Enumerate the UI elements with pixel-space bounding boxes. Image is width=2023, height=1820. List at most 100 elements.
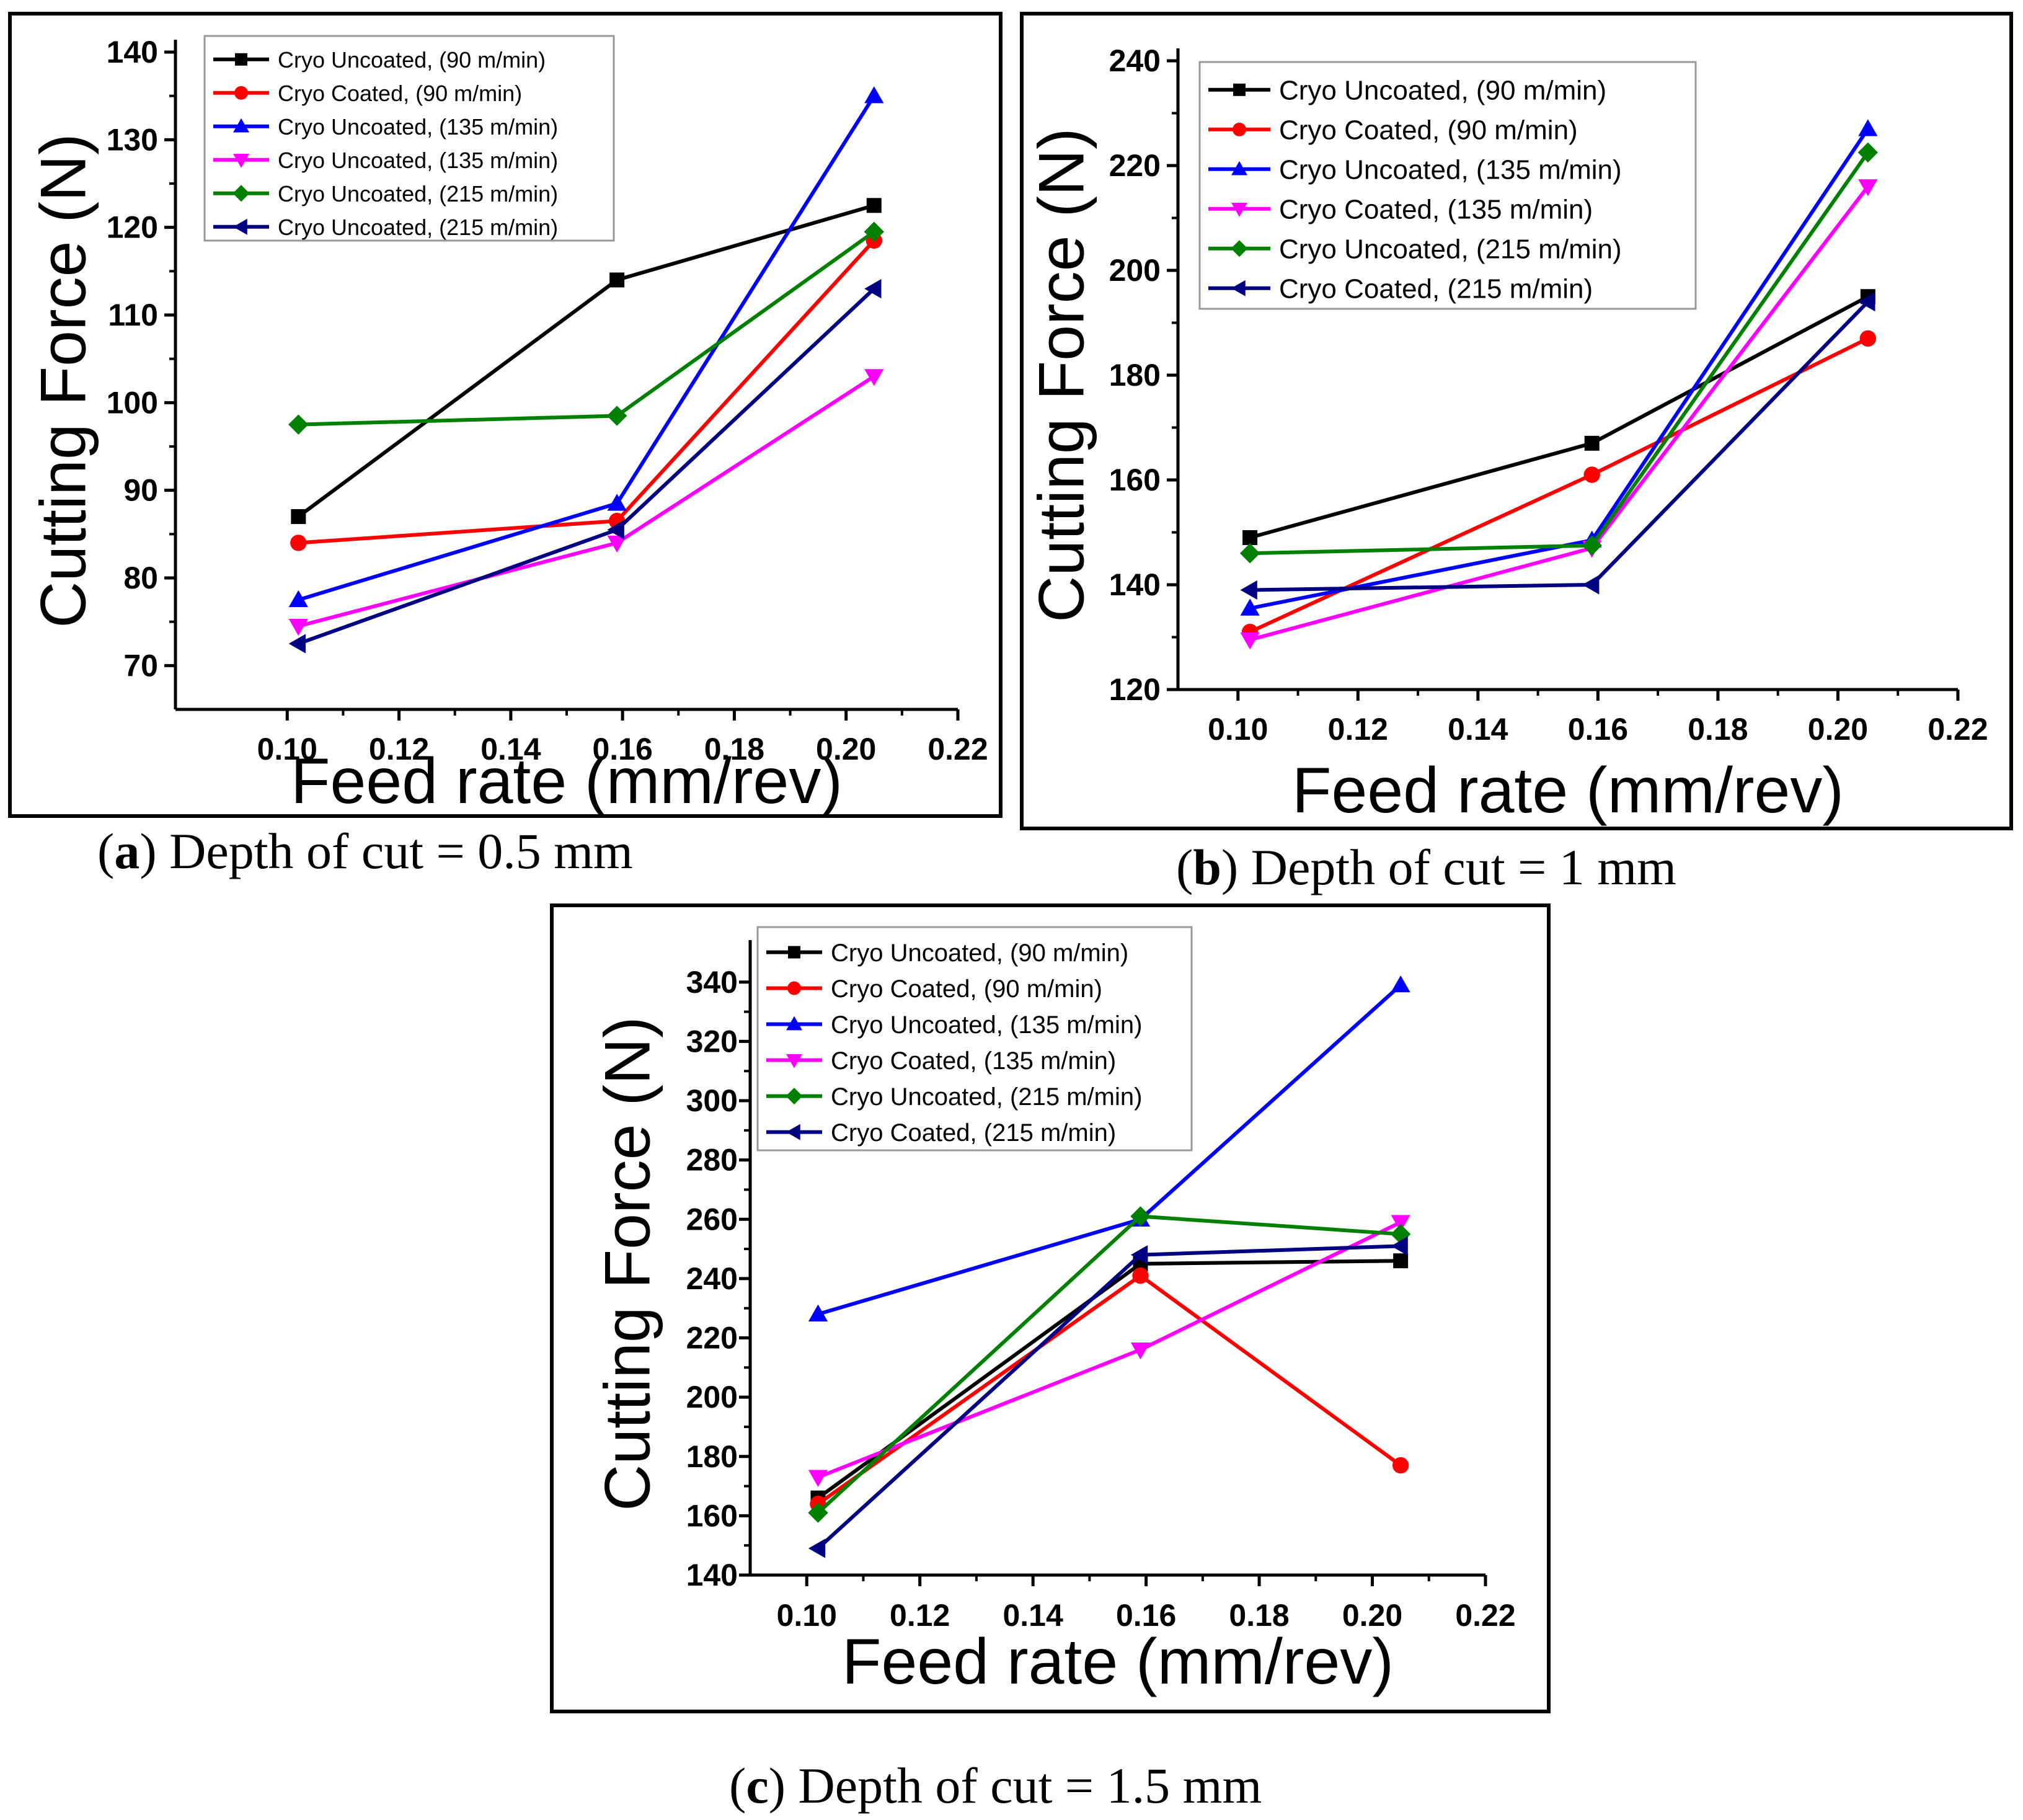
legend-entry-label: Cryo Coated, (215 m/min)	[1279, 274, 1593, 304]
data-point	[1240, 580, 1257, 600]
panel-frame	[550, 903, 1551, 1713]
data-point	[808, 1304, 828, 1321]
data-point	[606, 406, 627, 426]
legend-entry-label: Cryo Uncoated, (135 m/min)	[278, 148, 558, 173]
legend-swatch-marker	[234, 86, 248, 100]
y-tick-label: 320	[686, 1024, 738, 1059]
x-tick-label: 0.18	[1229, 1598, 1289, 1633]
legend-entry-label: Cryo Coated, (135 m/min)	[1279, 195, 1593, 225]
y-tick-label: 300	[686, 1083, 738, 1118]
panel-frame	[1020, 12, 2013, 830]
y-tick-label: 200	[686, 1380, 738, 1414]
data-point	[291, 509, 306, 525]
y-tick-label: 120	[107, 210, 158, 245]
legend-swatch-marker	[788, 946, 800, 959]
data-point	[1130, 1206, 1151, 1227]
data-point	[1392, 1457, 1409, 1474]
panel-caption: (b) Depth of cut = 1 mm	[1176, 839, 1676, 895]
legend-swatch-marker	[786, 1124, 800, 1140]
data-point	[1391, 1236, 1408, 1256]
legend-swatch-marker	[233, 118, 249, 133]
legend-swatch-marker	[786, 1088, 803, 1105]
data-point	[1242, 530, 1258, 545]
series-line	[297, 203, 875, 518]
y-tick-label: 100	[107, 385, 158, 420]
y-tick-label: 180	[686, 1439, 738, 1474]
legend-box	[1198, 61, 1697, 310]
x-tick-label: 0.10	[1208, 712, 1268, 747]
y-tick-label: 130	[107, 122, 158, 157]
x-axis-title: Feed rate (mm/rev)	[291, 745, 843, 817]
legend-swatch-marker	[1233, 83, 1246, 96]
y-tick-label: 180	[1109, 358, 1161, 393]
legend-entry-label: Cryo Uncoated, (215 m/min)	[1279, 234, 1622, 265]
chart-panel-a: 70 80 90 100 110 120 130 140 0.10 0.12 0.14 0.16 0.1…	[8, 12, 1003, 879]
y-tick-label: 160	[686, 1498, 738, 1533]
x-tick-label: 0.14	[1003, 1598, 1063, 1633]
x-tick-label: 0.16	[1568, 712, 1628, 747]
data-point	[607, 535, 627, 553]
y-tick-label: 140	[686, 1558, 738, 1592]
legend-swatch-marker	[233, 218, 247, 235]
legend-entry-label: Cryo Uncoated, (90 m/min)	[278, 47, 546, 73]
y-tick-label: 140	[1109, 567, 1161, 602]
data-point	[1130, 1342, 1151, 1360]
x-tick-label: 0.12	[369, 732, 429, 766]
panel-frame	[8, 12, 1003, 818]
legend-swatch-marker	[786, 1016, 802, 1031]
y-tick-label: 110	[108, 298, 158, 332]
data-point	[288, 619, 308, 636]
x-tick-label: 0.12	[1328, 712, 1388, 747]
legend-entry-label: Cryo Uncoated, (215 m/min)	[831, 1083, 1142, 1111]
x-tick-label: 0.10	[777, 1598, 837, 1633]
legend-entry-label: Cryo Uncoated, (90 m/min)	[831, 939, 1128, 967]
y-axis-title: Cutting Force (N)	[591, 1016, 663, 1511]
series-line	[1249, 295, 1869, 539]
data-point	[288, 414, 309, 435]
y-tick-label: 240	[1109, 43, 1161, 78]
data-point	[866, 198, 882, 213]
legend-entry-label: Cryo Uncoated, (90 m/min)	[1279, 76, 1606, 106]
legend-swatch-marker	[787, 981, 801, 995]
series-line	[817, 1244, 1401, 1550]
x-tick-label: 0.22	[1928, 712, 1988, 747]
caption-text: Depth of cut = 1 mm	[1251, 839, 1676, 895]
panel-caption: (c) Depth of cut = 1.5 mm	[729, 1757, 1262, 1814]
data-point	[808, 1470, 828, 1487]
data-point	[808, 1538, 826, 1558]
caption-paren-open: (	[97, 823, 114, 879]
legend-entry-label: Cryo Uncoated, (135 m/min)	[278, 114, 558, 140]
series-line	[298, 287, 875, 646]
y-tick-label: 90	[123, 473, 158, 508]
data-point	[1584, 435, 1600, 451]
data-point	[1858, 292, 1875, 312]
panel-caption: (a) Depth of cut = 0.5 mm	[97, 823, 633, 879]
legend-entry-label: Cryo Coated, (215 m/min)	[831, 1119, 1116, 1147]
legend-entry-label: Cryo Uncoated, (215 m/min)	[278, 215, 558, 240]
data-point	[808, 1503, 828, 1523]
y-axis-title: Cutting Force (N)	[27, 133, 99, 628]
x-axis-title: Feed rate (mm/rev)	[842, 1626, 1394, 1698]
caption-letter: a	[114, 823, 139, 879]
legend-entry-label: Cryo Uncoated, (135 m/min)	[1279, 155, 1622, 185]
series-line	[298, 375, 875, 628]
legend-swatch-marker	[1233, 122, 1246, 136]
data-point	[1390, 1223, 1411, 1245]
y-tick-label: 220	[686, 1321, 738, 1356]
chart-panel-c: 140 160 180 200 220 240 260 280 300 320 340 0.10 0.1…	[550, 903, 1551, 1814]
y-tick-label: 140	[107, 35, 158, 69]
legend-swatch-marker	[1231, 240, 1248, 257]
data-point	[1393, 1253, 1409, 1269]
legend-box	[756, 926, 1193, 1152]
data-point	[1130, 1245, 1148, 1265]
x-tick-label: 0.20	[816, 732, 876, 766]
x-tick-label: 0.16	[1116, 1598, 1176, 1633]
legend-entry-label: Cryo Uncoated, (135 m/min)	[831, 1011, 1142, 1039]
data-point	[1859, 330, 1877, 347]
x-tick-label: 0.14	[1448, 712, 1508, 747]
data-point	[1391, 975, 1410, 993]
chart-panel-b: 120 140 160 180 200 220 240 0.10 0.12 0.14 0.16 0.1…	[1020, 12, 2013, 895]
caption-paren-close: )	[1221, 839, 1251, 895]
x-tick-label: 0.22	[1455, 1598, 1515, 1633]
